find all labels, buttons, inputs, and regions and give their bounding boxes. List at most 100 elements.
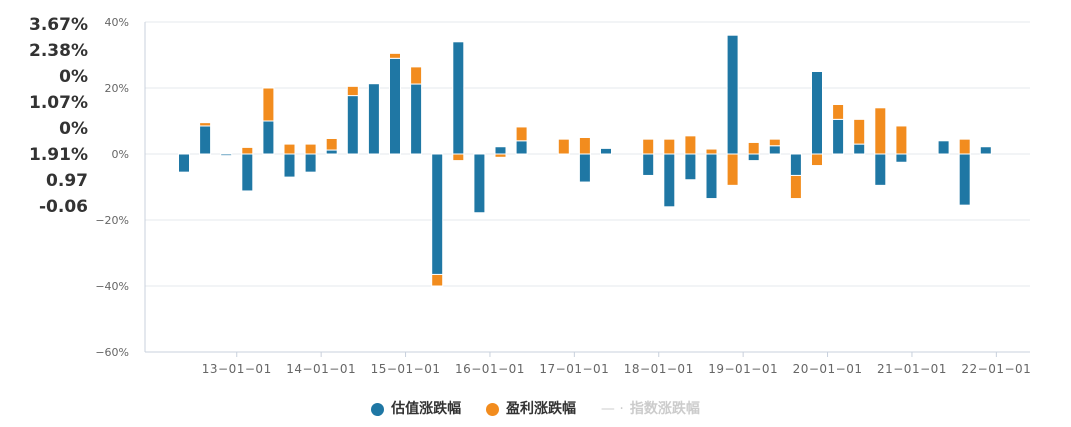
stacked-bar-chart: 40% 20% 0% −20% −40% −60% 13−01−01 14−01−01 15−0… <box>95 16 1031 376</box>
earnings-bar <box>557 138 570 155</box>
legend-dot-icon <box>371 402 385 416</box>
earnings-bar <box>325 137 338 151</box>
dash-dot-line-icon: — · <box>600 401 624 417</box>
earnings-bar <box>768 138 781 147</box>
valuation-bar <box>578 153 591 183</box>
x-tick-label: 18−01−01 <box>624 362 694 376</box>
valuation-bar <box>220 153 233 157</box>
valuation-bar <box>726 34 739 155</box>
valuation-bar <box>937 140 950 155</box>
valuation-bar <box>705 153 718 200</box>
valuation-bar <box>789 153 802 176</box>
earnings-bar <box>789 174 802 200</box>
earnings-bar <box>705 148 718 155</box>
left-value: -0.06 <box>39 197 88 217</box>
left-value-list: 3.67% 2.38% 0% 1.07% 0% 1.91% 0.97 -0.06 <box>8 12 88 220</box>
earnings-bar <box>262 87 275 122</box>
earnings-bar <box>515 126 528 142</box>
valuation-bar <box>768 145 781 155</box>
valuation-bar <box>684 153 697 181</box>
valuation-bar <box>389 57 401 155</box>
valuation-bar <box>494 146 507 155</box>
earnings-bar <box>494 153 507 158</box>
valuation-bar <box>473 153 486 214</box>
valuation-bar <box>600 147 612 155</box>
valuation-bar <box>515 140 528 155</box>
left-value: 0.97 <box>46 171 88 191</box>
legend-dot-icon <box>486 402 500 416</box>
y-tick-label: 40% <box>105 16 129 29</box>
earnings-bar <box>684 135 697 155</box>
valuation-bar <box>452 41 465 155</box>
valuation-bar <box>178 153 190 173</box>
earnings-bar <box>726 153 739 186</box>
valuation-bar <box>325 149 338 155</box>
valuation-bar <box>663 153 676 208</box>
x-tick-label: 19−01−01 <box>708 362 778 376</box>
valuation-bar <box>346 95 359 155</box>
earnings-bar <box>811 153 823 167</box>
y-tick-label: −60% <box>95 346 129 359</box>
y-tick-label: 0% <box>112 148 129 161</box>
valuation-bar <box>199 125 212 155</box>
left-value: 1.07% <box>29 93 88 113</box>
earnings-bar <box>663 138 676 155</box>
earnings-bar <box>578 137 591 155</box>
valuation-bar <box>958 153 971 206</box>
legend-item-earnings[interactable]: 盈利涨跌幅 <box>486 398 576 418</box>
y-tick-label: −40% <box>95 280 129 293</box>
earnings-bar <box>431 273 444 287</box>
valuation-bar <box>410 83 423 155</box>
y-tick-label: 20% <box>105 82 129 95</box>
valuation-bar <box>874 153 887 186</box>
valuation-bar <box>431 153 444 275</box>
legend-label: 指数涨跌幅 <box>629 401 700 417</box>
valuation-bar <box>811 71 823 155</box>
earnings-bar <box>874 107 887 155</box>
earnings-bar <box>958 138 971 155</box>
earnings-bar <box>853 118 866 145</box>
legend-label: 盈利涨跌幅 <box>506 401 577 417</box>
x-tick-label: 20−01−01 <box>793 362 863 376</box>
valuation-bar <box>895 153 908 163</box>
x-tick-label: 21−01−01 <box>877 362 947 376</box>
earnings-bar <box>410 66 423 85</box>
left-value: 0% <box>59 119 88 139</box>
left-value: 0% <box>59 67 88 87</box>
left-value: 3.67% <box>29 15 88 35</box>
legend-label: 估值涨跌幅 <box>391 401 462 417</box>
left-value: 2.38% <box>29 41 88 61</box>
valuation-bar <box>642 153 655 176</box>
earnings-bar <box>283 143 296 155</box>
earnings-bar <box>452 153 465 162</box>
chart-legend: 估值涨跌幅 盈利涨跌幅 — · 指数涨跌幅 <box>0 398 1071 418</box>
earnings-bar <box>241 146 254 155</box>
valuation-bar <box>747 153 760 162</box>
earnings-bar <box>346 85 359 97</box>
legend-item-index[interactable]: — · 指数涨跌幅 <box>601 398 700 418</box>
earnings-bar <box>642 138 655 155</box>
legend-item-valuation[interactable]: 估值涨跌幅 <box>371 398 461 418</box>
x-tick-label: 15−01−01 <box>371 362 441 376</box>
x-tick-label: 16−01−01 <box>455 362 525 376</box>
valuation-bar <box>367 83 380 155</box>
earnings-bar <box>389 52 401 59</box>
earnings-bar <box>199 122 212 127</box>
x-tick-label: 22−01−01 <box>961 362 1031 376</box>
earnings-bar <box>895 125 908 155</box>
valuation-bar <box>832 118 845 155</box>
earnings-bar <box>832 104 845 120</box>
valuation-bar <box>241 153 254 192</box>
valuation-bar <box>853 143 866 155</box>
y-tick-label: −20% <box>95 214 129 227</box>
x-tick-label: 17−01−01 <box>539 362 609 376</box>
valuation-bar <box>262 120 275 155</box>
x-tick-label: 14−01−01 <box>286 362 356 376</box>
x-tick-label: 13−01−01 <box>202 362 272 376</box>
valuation-bar <box>283 153 296 178</box>
earnings-bar <box>304 143 317 155</box>
left-value: 1.91% <box>29 145 88 165</box>
valuation-bar <box>304 153 317 173</box>
earnings-bar <box>747 141 760 155</box>
valuation-bar <box>979 146 992 155</box>
